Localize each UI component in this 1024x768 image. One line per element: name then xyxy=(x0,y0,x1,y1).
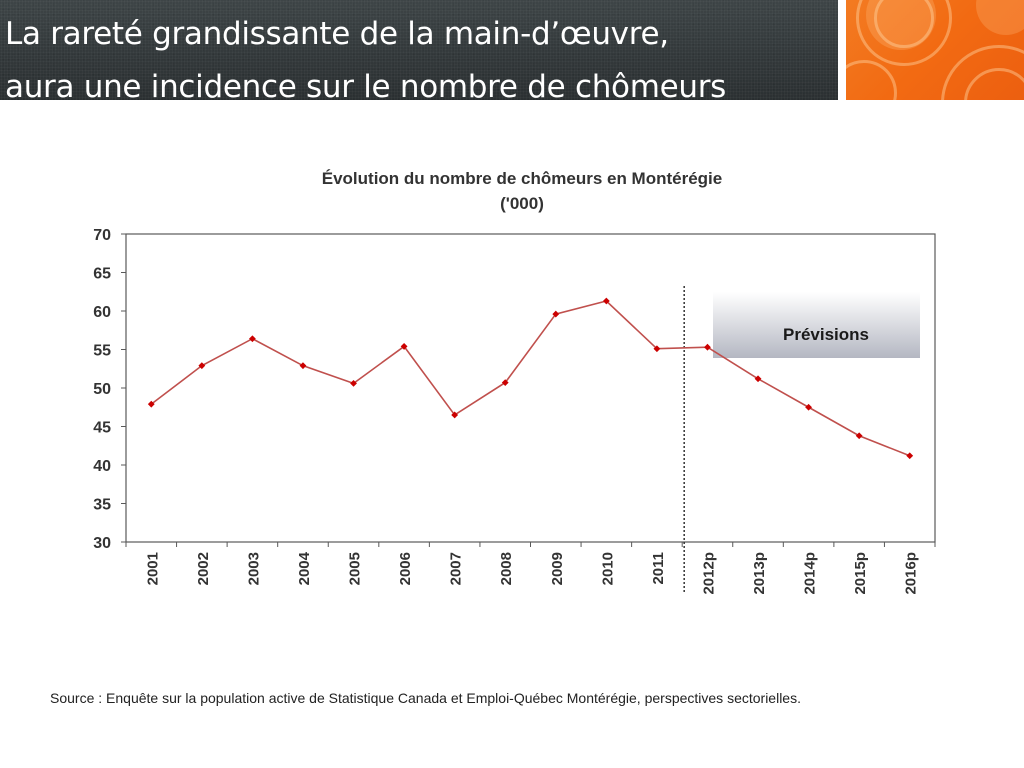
x-tick-label: 2007 xyxy=(448,552,465,585)
data-point-marker xyxy=(350,379,357,387)
decorative-disc xyxy=(976,0,1024,35)
y-tick-label: 70 xyxy=(93,227,111,244)
data-point-marker xyxy=(653,345,661,353)
chart-title: Évolution du nombre de chômeurs en Monté… xyxy=(322,169,723,188)
y-tick-label: 55 xyxy=(93,343,111,360)
data-point-marker xyxy=(754,375,762,383)
x-tick-label: 2006 xyxy=(397,552,414,585)
x-tick-label: 2008 xyxy=(498,552,515,585)
x-tick-label: 2004 xyxy=(296,551,313,585)
x-tick-label: 2012p xyxy=(700,552,717,595)
forecast-annotation-label: Prévisions xyxy=(783,325,869,344)
decorative-ring xyxy=(874,0,934,48)
data-point-marker xyxy=(451,411,459,419)
x-tick-label: 2011 xyxy=(650,552,667,585)
y-tick-label: 40 xyxy=(93,458,111,475)
data-point-marker xyxy=(299,362,307,370)
chart-container: Évolution du nombre de chômeurs en Monté… xyxy=(0,140,1024,620)
data-point-marker xyxy=(805,403,812,411)
y-tick-label: 45 xyxy=(93,420,111,437)
data-point-marker xyxy=(249,335,256,343)
data-point-marker xyxy=(855,432,863,440)
forecast-annotation-box xyxy=(713,292,920,358)
line-chart: Évolution du nombre de chômeurs en Monté… xyxy=(93,169,936,595)
data-point-marker xyxy=(198,362,206,370)
slide-title: La rareté grandissante de la main-d’œuvr… xyxy=(5,8,726,114)
y-tick-label: 60 xyxy=(93,304,111,321)
x-tick-label: 2003 xyxy=(245,552,262,585)
x-tick-label: 2013p xyxy=(751,552,768,595)
x-tick-label: 2015p xyxy=(852,552,869,595)
y-tick-label: 65 xyxy=(93,266,111,283)
data-point-marker xyxy=(501,379,509,387)
decorative-orange-panel xyxy=(846,0,1024,100)
y-tick-label: 50 xyxy=(93,381,111,398)
x-tick-label: 2001 xyxy=(144,552,161,585)
y-tick-label: 35 xyxy=(93,497,111,514)
decorative-ring xyxy=(846,60,897,100)
x-tick-label: 2014p xyxy=(802,552,819,595)
x-tick-label: 2016p xyxy=(903,552,920,595)
x-tick-label: 2002 xyxy=(195,552,212,585)
data-point-marker xyxy=(147,400,155,408)
data-point-marker xyxy=(602,297,610,305)
x-tick-label: 2005 xyxy=(347,552,364,585)
data-point-marker xyxy=(552,310,560,318)
series-line xyxy=(150,300,911,457)
data-point-marker xyxy=(906,452,914,460)
title-bar: La rareté grandissante de la main-d’œuvr… xyxy=(0,0,838,105)
plot-area: 70 65 60 55 50 45 40 35 30 2001 2002 2003 2004 2005 20… xyxy=(93,227,936,595)
slide-title-line-1: La rareté grandissante de la main-d’œuvr… xyxy=(5,16,669,52)
source-note: Source : Enquête sur la population activ… xyxy=(50,690,801,706)
x-tick-label: 2009 xyxy=(549,552,566,585)
y-tick-label: 30 xyxy=(93,535,111,552)
x-tick-label: 2010 xyxy=(599,552,616,585)
data-point-marker xyxy=(704,343,711,351)
data-point-marker xyxy=(400,343,408,350)
chart-subtitle: ('000) xyxy=(500,194,544,213)
plot-frame xyxy=(125,233,936,543)
slide-title-line-2: aura une incidence sur le nombre de chôm… xyxy=(5,69,727,105)
